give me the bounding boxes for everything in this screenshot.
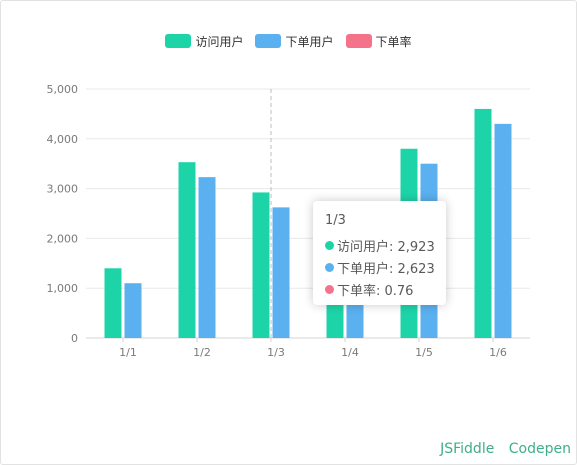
y-tick-label: 1,000 (47, 282, 79, 295)
x-axis: 1/1 1/2 1/3 1/4 1/5 1/6 (119, 338, 507, 359)
y-tick-label: 3,000 (47, 183, 79, 196)
y-axis: 0 1,000 2,000 3,000 4,000 5,000 (47, 83, 79, 345)
bar-orders-1-2[interactable] (198, 177, 216, 338)
y-tick-label: 4,000 (47, 133, 79, 146)
legend-item-visits[interactable]: 访问用户 (165, 32, 243, 50)
tooltip-value-visits: 访问用户: 2,923 (337, 239, 435, 255)
tooltip-value-orders: 下单用户: 2,623 (337, 261, 435, 277)
codepen-link[interactable]: Codepen (508, 441, 571, 457)
legend-swatch-visits (165, 34, 192, 48)
legend-swatch-orders (255, 34, 282, 48)
bars[interactable] (104, 108, 512, 338)
gridlines (86, 88, 530, 339)
tooltip-title: 1/3 (325, 213, 346, 228)
bar-orders-1-1[interactable] (124, 283, 142, 338)
footer-links: JSFiddle Codepen (430, 441, 571, 457)
y-tick-label: 0 (71, 332, 78, 345)
bar-orders-1-3[interactable] (272, 207, 290, 338)
legend-label-visits: 访问用户 (195, 34, 244, 49)
legend-item-rate[interactable]: 下单率 (345, 32, 412, 50)
tooltip-row-orders: 下单用户: 2,623 (325, 256, 446, 278)
tooltip-row-rate: 下单率: 0.76 (325, 278, 446, 300)
tooltip: 1/3 访问用户: 2,923 下单用户: 2,623 下单率: 0.76 (313, 201, 446, 305)
legend-swatch-rate (345, 34, 372, 48)
bar-visits-1-2[interactable] (178, 162, 196, 338)
tooltip-dot-visits (325, 240, 334, 250)
x-tick-label: 1/5 (415, 346, 433, 359)
legend-item-orders[interactable]: 下单用户 (255, 32, 334, 50)
y-tick-label: 5,000 (47, 83, 79, 96)
tooltip-dot-rate (325, 284, 334, 294)
x-tick-label: 1/2 (193, 346, 211, 359)
y-tick-label: 2,000 (47, 232, 79, 245)
legend: 访问用户 下单用户 下单率 (0, 32, 577, 50)
legend-label-rate: 下单率 (375, 34, 412, 49)
bar-visits-1-6[interactable] (474, 108, 492, 338)
bar-visits-1-1[interactable] (104, 268, 122, 338)
x-tick-label: 1/6 (489, 346, 507, 359)
bar-orders-1-4[interactable] (346, 295, 364, 338)
x-tick-label: 1/4 (341, 346, 359, 359)
tooltip-dot-orders (325, 262, 334, 272)
bar-visits-1-3[interactable] (252, 192, 270, 338)
jsfiddle-link[interactable]: JSFiddle (440, 441, 495, 457)
x-tick-label: 1/3 (267, 346, 285, 359)
legend-label-orders: 下单用户 (285, 34, 334, 49)
x-tick-label: 1/1 (119, 346, 137, 359)
tooltip-value-rate: 下单率: 0.76 (337, 283, 414, 299)
tooltip-row-visits: 访问用户: 2,923 (325, 234, 446, 256)
bar-orders-1-6[interactable] (494, 123, 512, 338)
